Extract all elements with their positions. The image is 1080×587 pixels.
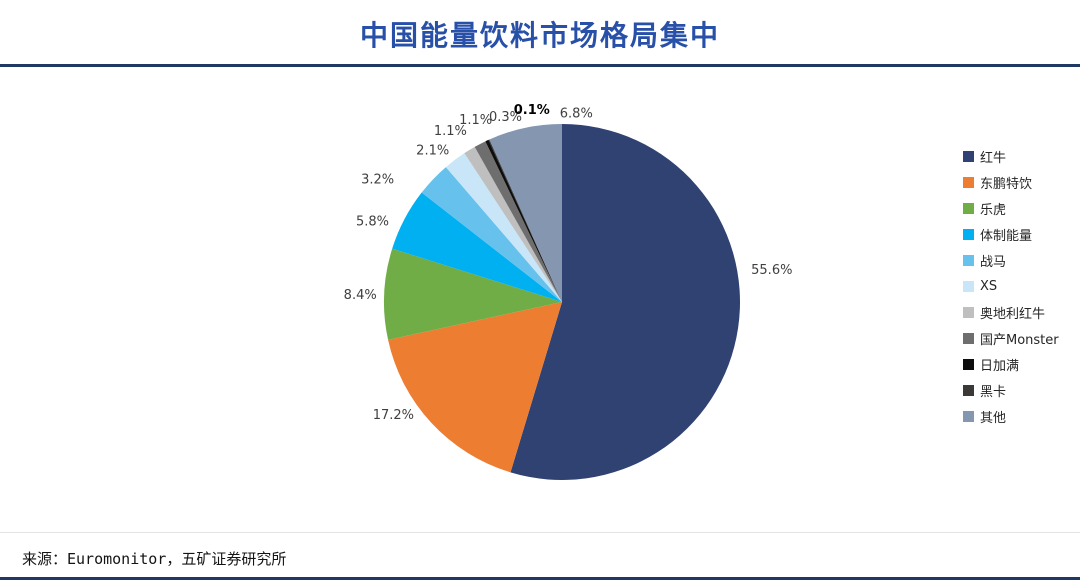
legend-item-3: 体制能量 (963, 225, 1059, 244)
source-note: 来源：Euromonitor，五矿证券研究所 (22, 550, 287, 568)
pie-label-5: 2.1% (416, 143, 449, 158)
pie-slice-9 (488, 139, 562, 302)
legend-swatch-icon (963, 306, 974, 318)
pie-slice-2 (384, 248, 562, 340)
pie-label-2: 8.4% (344, 288, 377, 303)
legend-swatch-icon (963, 176, 974, 188)
legend-item-4: 战马 (963, 251, 1059, 270)
legend-label: 其他 (980, 410, 1007, 426)
chart-title: 中国能量饮料市场格局集中 (359, 19, 720, 52)
legend-swatch-icon (963, 358, 974, 370)
legend-item-2: 乐虎 (963, 199, 1059, 218)
pie-label-10: 6.8% (560, 107, 593, 122)
pie-label-0: 55.6% (751, 263, 792, 278)
legend-swatch-icon (963, 254, 974, 266)
legend-swatch-icon (963, 384, 974, 396)
legend-swatch-icon (963, 332, 974, 344)
bottom-divider (0, 577, 1080, 580)
pie-slice-0 (510, 124, 741, 480)
legend-item-7: 国产Monster (963, 329, 1059, 348)
legend-label: 日加满 (980, 358, 1020, 374)
pie-slice-6 (464, 146, 562, 302)
legend-label: 东鹏特饮 (980, 176, 1033, 192)
pie-slice-7 (474, 141, 562, 302)
legend-label: 乐虎 (980, 202, 1007, 218)
pie-label-7: 1.1% (459, 113, 492, 128)
legend-swatch-icon (963, 150, 974, 162)
pie-slice-4 (421, 167, 562, 302)
pie-slice-1 (388, 302, 562, 473)
legend-label: 国产Monster (980, 332, 1059, 348)
title-divider (0, 64, 1080, 67)
pie-label-4: 3.2% (361, 173, 394, 188)
pie-slice-10 (489, 124, 562, 302)
pie-slice-5 (445, 153, 562, 302)
legend-item-1: 东鹏特饮 (963, 173, 1059, 192)
legend-label: 奥地利红牛 (980, 306, 1046, 322)
legend-item-0: 红牛 (963, 147, 1059, 166)
pie-label-6: 1.1% (434, 124, 467, 139)
pie-chart: 55.6%17.2%8.4%5.8%3.2%2.1%1.1%1.1%0.3%0.… (344, 103, 792, 480)
legend-item-9: 黑卡 (963, 381, 1059, 400)
pie-slice-8 (485, 139, 562, 302)
legend-label: 战马 (980, 254, 1007, 270)
legend-label: 体制能量 (980, 228, 1033, 244)
pie-slice-3 (392, 192, 562, 302)
chart-legend: 红牛东鹏特饮乐虎体制能量战马 XS 奥地利红牛国产Monster 日加满黑卡其他 (963, 147, 1059, 426)
legend-label: 红牛 (980, 150, 1007, 166)
legend-item-5: XS (963, 277, 1059, 295)
pie-label-1: 17.2% (373, 408, 414, 423)
legend-swatch-icon (963, 280, 974, 292)
legend-swatch-icon (963, 410, 974, 422)
pie-label-8: 0.3% (489, 110, 522, 125)
legend-label: 黑卡 (980, 384, 1007, 400)
legend-item-10: 其他 (963, 407, 1059, 426)
legend-item-6: 奥地利红牛 (963, 303, 1059, 322)
pie-label-3: 5.8% (356, 215, 389, 230)
legend-swatch-icon (963, 228, 974, 240)
legend-label: XS (980, 278, 998, 294)
pie-label-9: 0.1% (514, 103, 550, 118)
legend-swatch-icon (963, 202, 974, 214)
legend-item-8: 日加满 (963, 355, 1059, 374)
source-divider (0, 532, 1080, 533)
